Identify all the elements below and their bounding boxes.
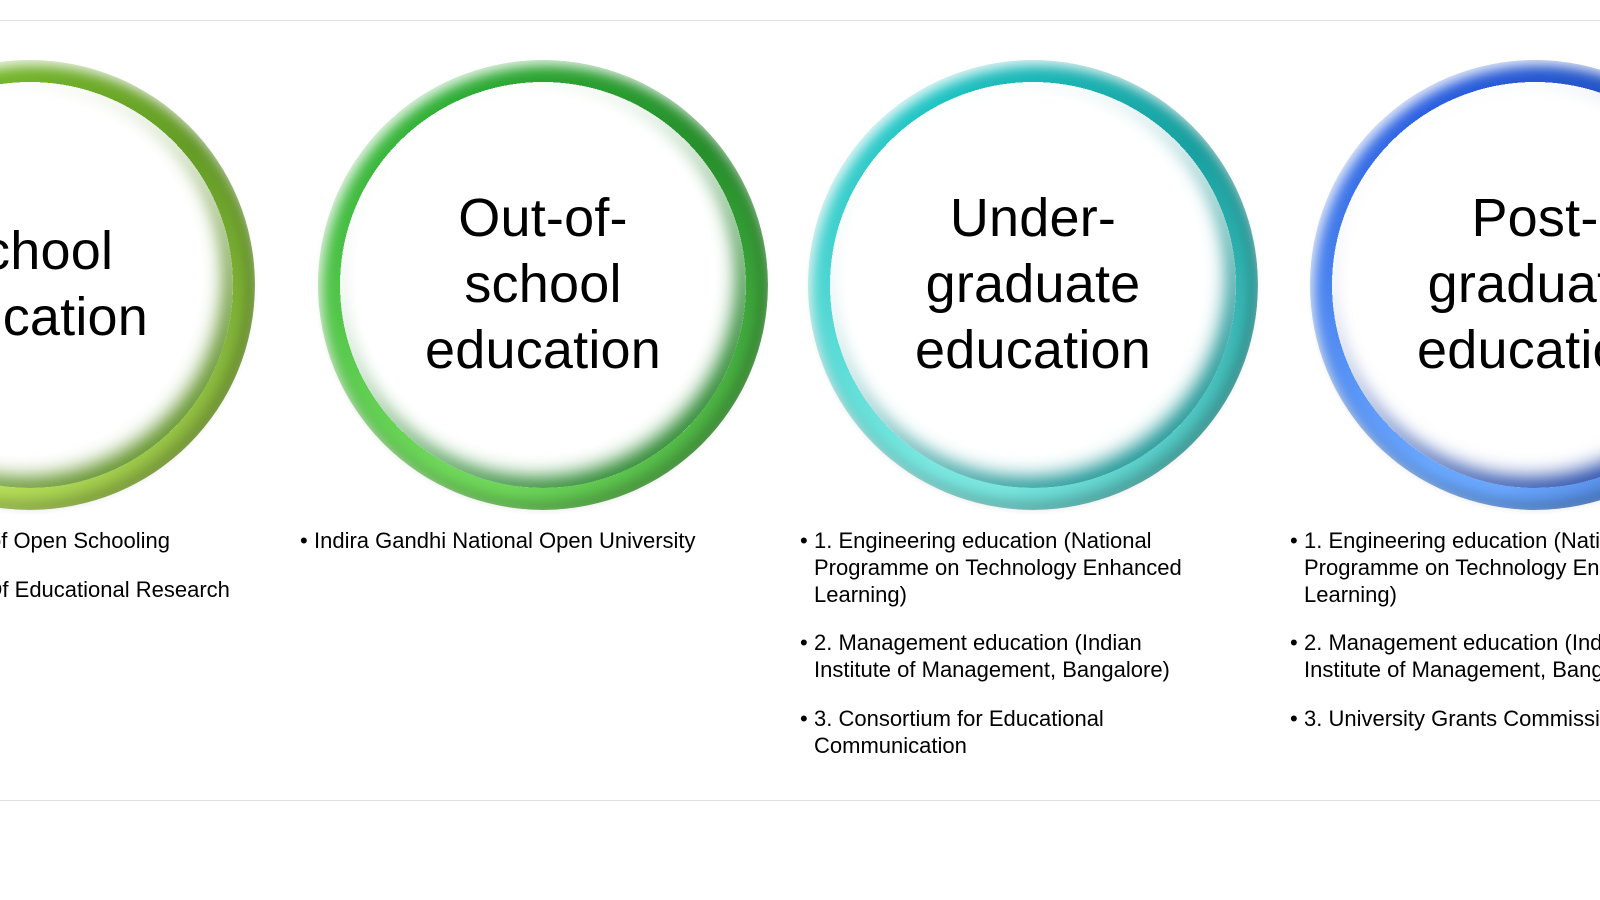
category-circle-postgraduate: Post-graduateeducation bbox=[1310, 60, 1600, 510]
circle-title-undergraduate: Under-graduateeducation bbox=[887, 186, 1179, 384]
diagram-canvas: Schooleducation National Institute of Ope… bbox=[0, 0, 1600, 900]
bullet-item: 3. Consortium for Educational Communicat… bbox=[800, 706, 1220, 760]
bullet-list-undergraduate: 1. Engineering education (National Progr… bbox=[800, 528, 1220, 782]
bullet-list-out-of-school: Indira Gandhi National Open University bbox=[300, 528, 730, 577]
bullet-item: National Institute of Open Schooling bbox=[0, 528, 235, 555]
category-circle-undergraduate: Under-graduateeducation bbox=[808, 60, 1258, 510]
bullet-item: 2. Management education (Indian Institut… bbox=[1290, 630, 1600, 684]
bullet-item: 2. Management education (Indian Institut… bbox=[800, 630, 1220, 684]
circle-title-postgraduate: Post-graduateeducation bbox=[1389, 186, 1600, 384]
category-circle-school: Schooleducation bbox=[0, 60, 255, 510]
top-divider bbox=[0, 20, 1600, 21]
bullet-item: 1. Engineering education (National Progr… bbox=[1290, 528, 1600, 608]
bottom-divider bbox=[0, 800, 1600, 801]
category-circle-out-of-school: Out-of-schooleducation bbox=[318, 60, 768, 510]
circle-title-out-of-school: Out-of-schooleducation bbox=[397, 186, 689, 384]
bullet-item: Indira Gandhi National Open University bbox=[300, 528, 730, 555]
bullet-item: 1. Engineering education (National Progr… bbox=[800, 528, 1220, 608]
bullet-list-school: National Institute of Open Schooling Nati… bbox=[0, 528, 235, 652]
bullet-item: 3. University Grants Commission bbox=[1290, 706, 1600, 733]
circle-title-school: Schooleducation bbox=[0, 219, 176, 351]
bullet-list-postgraduate: 1. Engineering education (National Progr… bbox=[1290, 528, 1600, 755]
bullet-item: National Council Of Educational Research… bbox=[0, 577, 235, 631]
